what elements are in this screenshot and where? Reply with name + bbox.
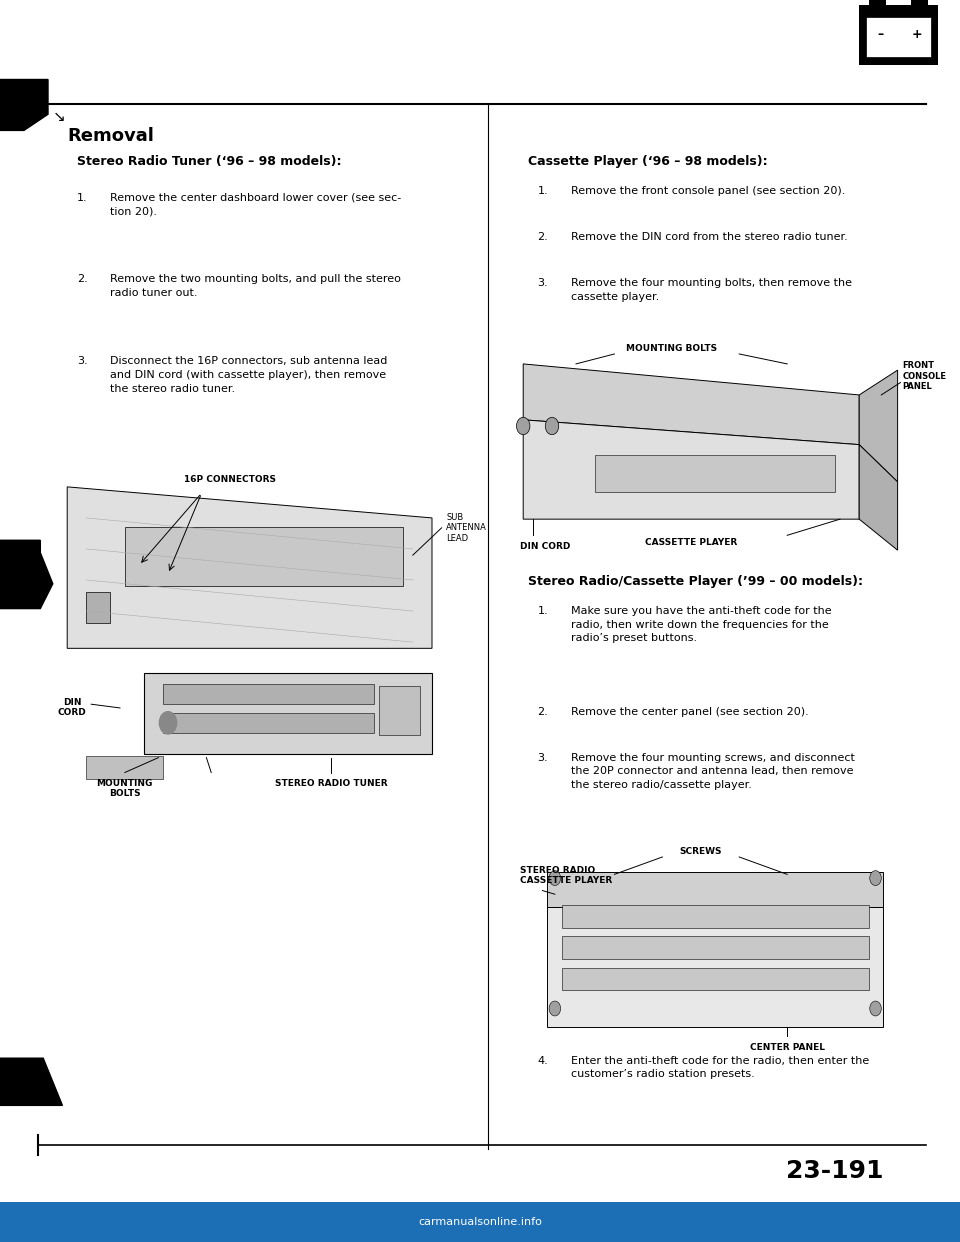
Circle shape — [549, 871, 561, 886]
Polygon shape — [0, 79, 48, 130]
Bar — [163, 684, 374, 704]
Text: FRONT
CONSOLE
PANEL: FRONT CONSOLE PANEL — [902, 361, 947, 391]
Text: Cassette Player (‘96 – 98 models):: Cassette Player (‘96 – 98 models): — [528, 155, 768, 168]
Text: 1.: 1. — [77, 193, 87, 202]
Polygon shape — [523, 364, 859, 445]
Text: Make sure you have the anti-theft code for the
radio, then write down the freque: Make sure you have the anti-theft code f… — [571, 606, 831, 643]
Circle shape — [870, 871, 881, 886]
Text: 16P CONNECTORS: 16P CONNECTORS — [184, 476, 276, 484]
Text: SCREWS: SCREWS — [680, 847, 722, 856]
Polygon shape — [0, 1058, 62, 1105]
Text: 2.: 2. — [77, 274, 87, 284]
Text: +: + — [911, 29, 923, 41]
Circle shape — [545, 417, 559, 435]
Bar — [379, 686, 420, 735]
Bar — [562, 905, 869, 928]
Bar — [859, 5, 938, 65]
Polygon shape — [547, 907, 883, 1027]
Text: 2.: 2. — [538, 707, 548, 717]
Circle shape — [516, 417, 530, 435]
Polygon shape — [859, 370, 898, 482]
Text: STEREO RADIO
CASSETTE PLAYER: STEREO RADIO CASSETTE PLAYER — [520, 866, 612, 886]
Text: Remove the four mounting bolts, then remove the
cassette player.: Remove the four mounting bolts, then rem… — [571, 278, 852, 302]
Text: Remove the center panel (see section 20).: Remove the center panel (see section 20)… — [571, 707, 809, 717]
Bar — [595, 455, 835, 492]
Text: Remove the two mounting bolts, and pull the stereo
radio tuner out.: Remove the two mounting bolts, and pull … — [110, 274, 401, 298]
Text: Remove the center dashboard lower cover (see sec-
tion 20).: Remove the center dashboard lower cover … — [110, 193, 401, 216]
Text: 3.: 3. — [538, 278, 548, 288]
Bar — [562, 968, 869, 990]
Text: Enter the anti-theft code for the radio, then enter the
customer’s radio station: Enter the anti-theft code for the radio,… — [571, 1056, 870, 1079]
Circle shape — [549, 1001, 561, 1016]
Polygon shape — [547, 872, 883, 907]
Bar — [869, 0, 886, 9]
Text: DIN
CORD: DIN CORD — [58, 698, 86, 718]
Text: SUB
ANTENNA
LEAD: SUB ANTENNA LEAD — [446, 513, 488, 543]
Bar — [562, 936, 869, 959]
Circle shape — [159, 712, 177, 734]
Text: CENTER PANEL: CENTER PANEL — [750, 1043, 825, 1052]
Text: Remove the front console panel (see section 20).: Remove the front console panel (see sect… — [571, 186, 846, 196]
Text: ↘: ↘ — [53, 109, 66, 124]
Text: 3.: 3. — [77, 356, 87, 366]
Text: –: – — [877, 29, 883, 41]
Text: Disconnect the 16P connectors, sub antenna lead
and DIN cord (with cassette play: Disconnect the 16P connectors, sub anten… — [110, 356, 388, 394]
Text: 3.: 3. — [538, 753, 548, 763]
Text: Removal: Removal — [67, 127, 154, 144]
Text: CASSETTE PLAYER: CASSETTE PLAYER — [645, 538, 737, 546]
Text: MOUNTING BOLTS: MOUNTING BOLTS — [627, 344, 717, 353]
Bar — [911, 0, 928, 9]
Text: Stereo Radio/Cassette Player (’99 – 00 models):: Stereo Radio/Cassette Player (’99 – 00 m… — [528, 575, 863, 587]
Text: 1.: 1. — [538, 186, 548, 196]
Text: Remove the four mounting screws, and disconnect
the 20P connector and antenna le: Remove the four mounting screws, and dis… — [571, 753, 855, 790]
Circle shape — [870, 1001, 881, 1016]
Text: Remove the DIN cord from the stereo radio tuner.: Remove the DIN cord from the stereo radi… — [571, 232, 848, 242]
Text: STEREO RADIO TUNER: STEREO RADIO TUNER — [275, 779, 388, 787]
Bar — [144, 673, 432, 754]
Text: 4.: 4. — [538, 1056, 548, 1066]
Text: Stereo Radio Tuner (‘96 – 98 models):: Stereo Radio Tuner (‘96 – 98 models): — [77, 155, 342, 168]
Polygon shape — [523, 420, 859, 519]
Text: 23-191: 23-191 — [786, 1159, 884, 1184]
Polygon shape — [859, 445, 898, 550]
Text: 1.: 1. — [538, 606, 548, 616]
Bar — [866, 17, 931, 57]
Text: carmanualsonline.info: carmanualsonline.info — [418, 1217, 542, 1227]
Bar — [163, 713, 374, 733]
Text: DIN CORD: DIN CORD — [520, 542, 570, 550]
Polygon shape — [0, 540, 53, 609]
Bar — [86, 756, 163, 779]
Text: 2.: 2. — [538, 232, 548, 242]
Bar — [86, 592, 110, 623]
Text: MOUNTING
BOLTS: MOUNTING BOLTS — [97, 779, 153, 799]
Bar — [0, 1202, 960, 1242]
Bar — [125, 527, 403, 586]
Polygon shape — [67, 487, 432, 648]
